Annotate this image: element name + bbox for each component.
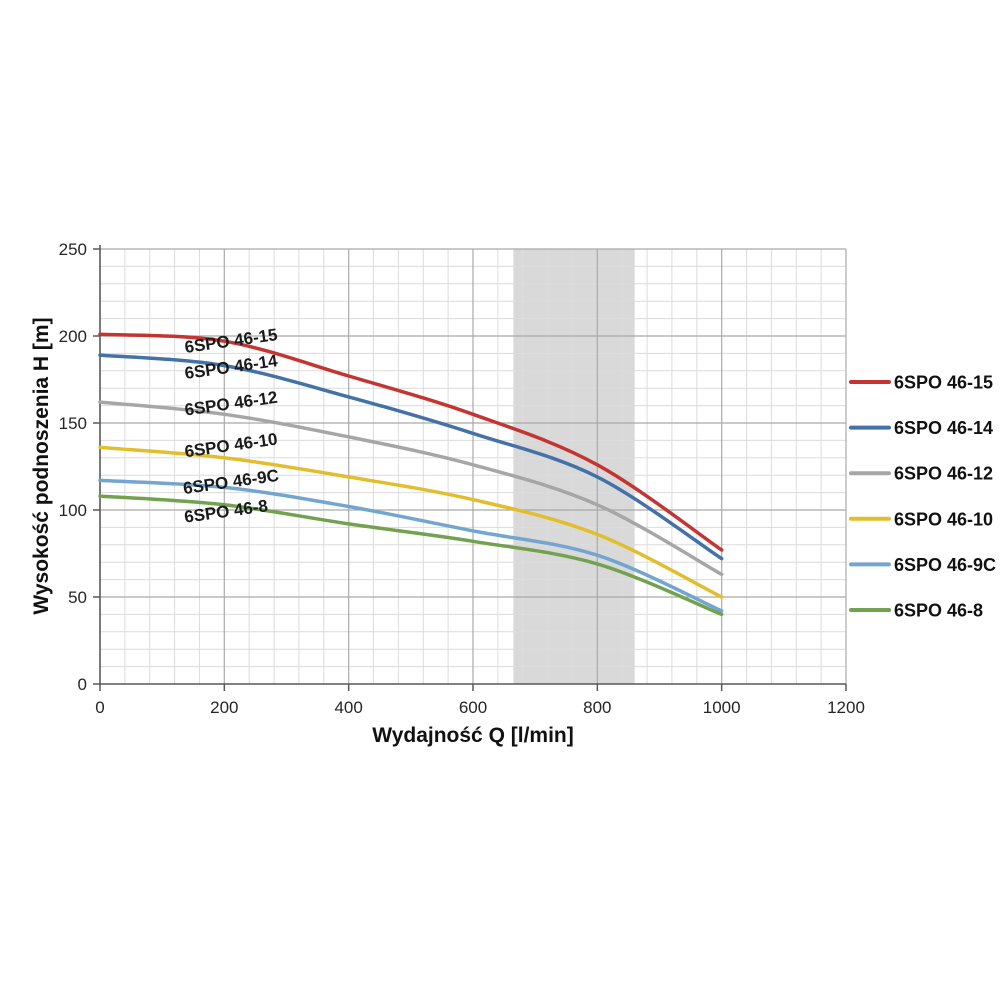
x-tick-label: 1000 <box>703 698 741 717</box>
y-tick-label: 150 <box>59 414 87 433</box>
axis-layer: 0 200 400 600 800 1000 1200 0 50 100 150 200 250 <box>59 240 865 717</box>
legend-label: 6SPO 46-10 <box>894 509 993 529</box>
legend-item: 6SPO 46-12 <box>849 464 993 484</box>
legend-label: 6SPO 46-12 <box>894 464 993 484</box>
y-axis-title: Wysokość podnoszenia H [m] <box>30 317 53 614</box>
x-tick-label: 400 <box>334 698 362 717</box>
y-tick-label: 100 <box>59 501 87 520</box>
y-tick-label: 50 <box>68 588 87 607</box>
x-tick-label: 200 <box>210 698 238 717</box>
x-axis-title: Wydajność Q [l/min] <box>372 724 573 747</box>
legend-label: 6SPO 46-8 <box>894 601 983 621</box>
legend-label: 6SPO 46-15 <box>894 373 993 393</box>
x-tick-label: 600 <box>459 698 487 717</box>
legend-item: 6SPO 46-9C <box>849 555 996 575</box>
legend-item: 6SPO 46-10 <box>849 509 993 529</box>
legend: 6SPO 46-15 6SPO 46-14 6SPO 46-12 6SPO 46-10… <box>849 373 996 621</box>
curve-6spo-46-12 <box>98 400 724 577</box>
legend-item: 6SPO 46-14 <box>849 418 993 438</box>
y-tick-label: 250 <box>59 240 87 259</box>
curve-6spo-46-10 <box>98 445 724 599</box>
curve-6spo-46-14 <box>98 353 724 561</box>
curve-label: 6SPO 46-14 <box>183 351 279 383</box>
curve-6spo-46-9c <box>98 478 724 613</box>
curve-6spo-46-15 <box>98 332 724 552</box>
legend-item: 6SPO 46-8 <box>849 601 983 621</box>
x-tick-label: 0 <box>95 698 104 717</box>
legend-label: 6SPO 46-9C <box>894 555 996 575</box>
y-tick-label: 200 <box>59 327 87 346</box>
legend-label: 6SPO 46-14 <box>894 418 993 438</box>
curve-6spo-46-8 <box>98 494 724 617</box>
x-tick-label: 800 <box>583 698 611 717</box>
y-tick-label: 0 <box>78 675 87 694</box>
grid-layer <box>100 248 847 684</box>
x-tick-label: 1200 <box>827 698 865 717</box>
series-layer <box>98 332 724 617</box>
legend-item: 6SPO 46-15 <box>849 373 993 393</box>
curve-label: 6SPO 46-10 <box>183 429 278 461</box>
